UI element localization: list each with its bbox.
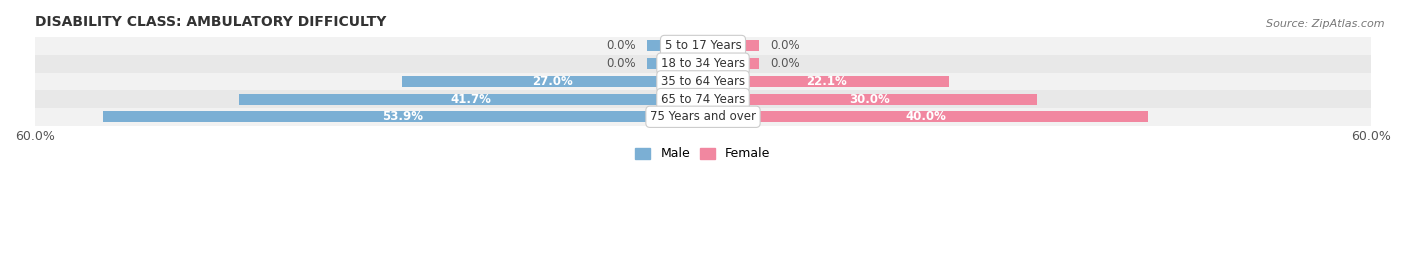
Text: DISABILITY CLASS: AMBULATORY DIFFICULTY: DISABILITY CLASS: AMBULATORY DIFFICULTY: [35, 15, 387, 29]
Bar: [647, 58, 703, 69]
Bar: [703, 40, 759, 51]
Text: 75 Years and over: 75 Years and over: [650, 110, 756, 123]
Bar: [35, 37, 1371, 55]
Text: 0.0%: 0.0%: [606, 57, 636, 70]
Legend: Male, Female: Male, Female: [630, 142, 776, 165]
Bar: [239, 94, 703, 105]
Text: 30.0%: 30.0%: [849, 93, 890, 106]
Bar: [35, 55, 1371, 73]
Text: 65 to 74 Years: 65 to 74 Years: [661, 93, 745, 106]
Text: 27.0%: 27.0%: [533, 75, 574, 88]
Text: 53.9%: 53.9%: [382, 110, 423, 123]
Bar: [647, 40, 703, 51]
Bar: [703, 111, 1149, 122]
Bar: [103, 111, 703, 122]
Bar: [703, 94, 1038, 105]
Text: 0.0%: 0.0%: [606, 40, 636, 52]
Text: 22.1%: 22.1%: [806, 75, 846, 88]
Text: Source: ZipAtlas.com: Source: ZipAtlas.com: [1267, 19, 1385, 29]
Bar: [35, 108, 1371, 126]
Text: 35 to 64 Years: 35 to 64 Years: [661, 75, 745, 88]
Text: 41.7%: 41.7%: [450, 93, 491, 106]
Bar: [703, 58, 759, 69]
Bar: [35, 90, 1371, 108]
Text: 5 to 17 Years: 5 to 17 Years: [665, 40, 741, 52]
Bar: [402, 76, 703, 87]
Bar: [35, 73, 1371, 90]
Text: 0.0%: 0.0%: [770, 40, 800, 52]
Text: 18 to 34 Years: 18 to 34 Years: [661, 57, 745, 70]
Text: 0.0%: 0.0%: [770, 57, 800, 70]
Text: 40.0%: 40.0%: [905, 110, 946, 123]
Bar: [703, 76, 949, 87]
